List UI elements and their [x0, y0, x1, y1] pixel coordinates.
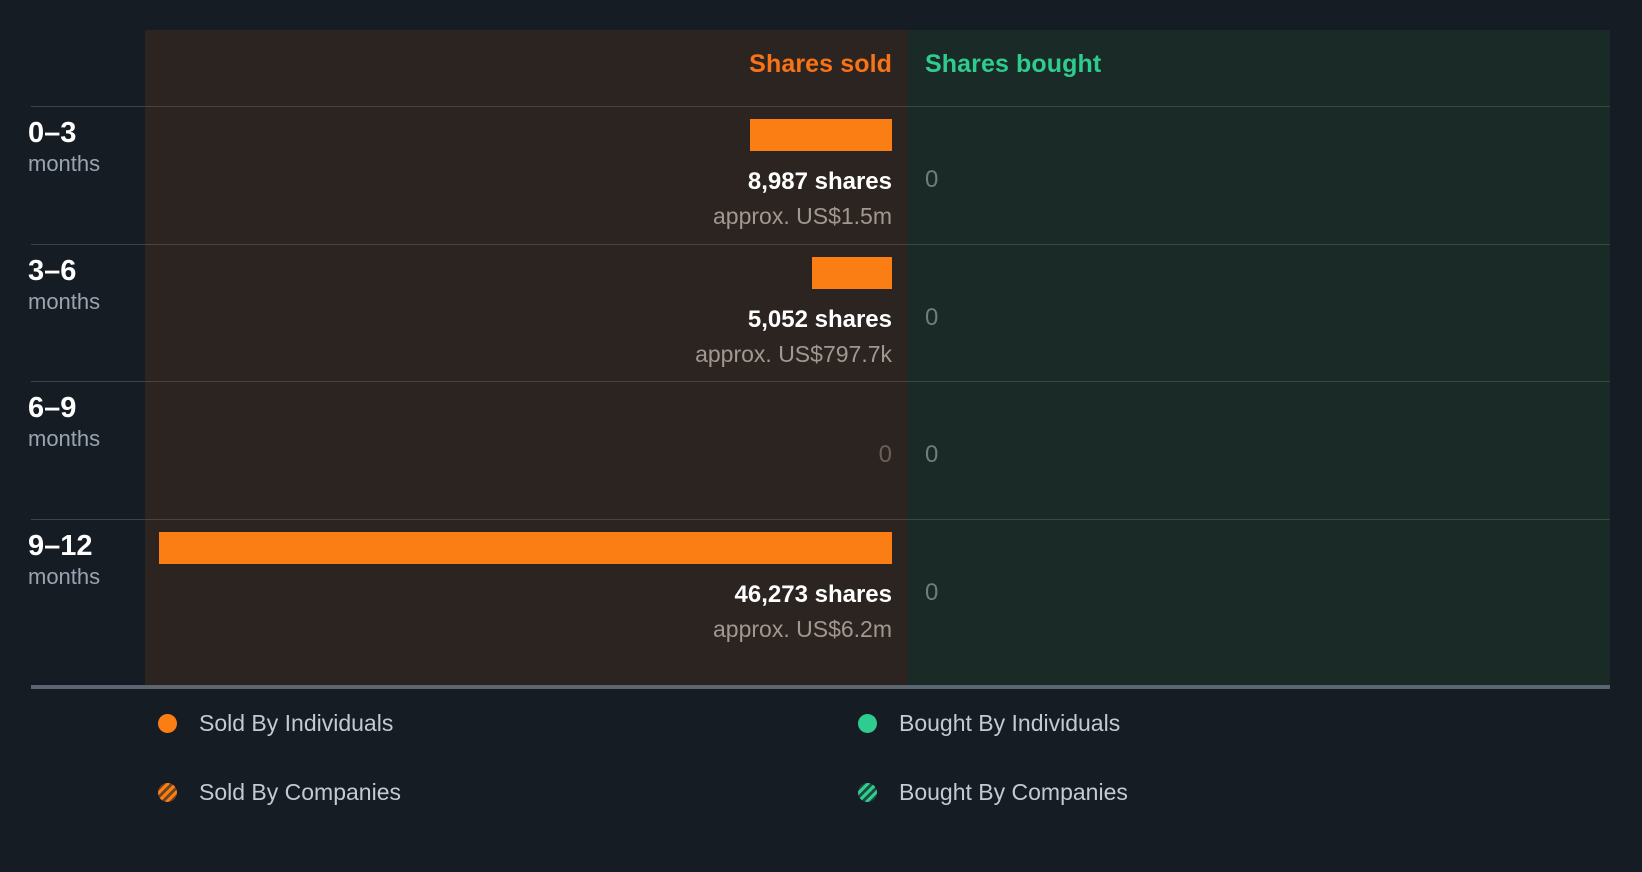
- legend-item-sold-by-individuals[interactable]: Sold By Individuals: [158, 710, 393, 737]
- legend-label: Sold By Individuals: [199, 710, 394, 736]
- row-label-1: 0–3 months: [28, 116, 100, 178]
- bar-shares-sold-2[interactable]: [812, 257, 892, 289]
- row-unit: months: [28, 289, 101, 314]
- row-separator-sold: [145, 106, 908, 107]
- value-shares-sold-3: 0: [878, 441, 892, 468]
- bar-shares-sold-1[interactable]: [750, 119, 892, 151]
- value-shares-bought-2: 0: [925, 304, 939, 331]
- row-unit: months: [28, 564, 101, 589]
- value-shares-sold-2: 5,052 shares: [747, 306, 892, 333]
- legend-label: Bought By Companies: [899, 779, 1128, 805]
- value-shares-bought-1: 0: [925, 166, 939, 193]
- circle-filled-icon: [158, 714, 177, 733]
- legend-item-bought-by-companies[interactable]: Bought By Companies: [858, 779, 1128, 806]
- circle-hatched-icon: [858, 783, 877, 802]
- column-header-shares-sold: Shares sold: [749, 50, 892, 78]
- row-period: 3–6: [28, 255, 77, 287]
- value-shares-sold-4: 46,273 shares: [734, 581, 892, 608]
- row-period: 9–12: [28, 530, 93, 562]
- value-approx-sold-1: approx. US$1.5m: [713, 203, 892, 229]
- legend-item-sold-by-companies[interactable]: Sold By Companies: [158, 779, 401, 806]
- row-separator-bought: [908, 381, 1610, 382]
- row-label-2: 3–6 months: [28, 254, 100, 316]
- row-separator-sold: [145, 244, 908, 245]
- column-header-shares-bought: Shares bought: [925, 50, 1102, 78]
- row-label-3: 6–9 months: [28, 391, 100, 453]
- row-separator-bought: [908, 244, 1610, 245]
- row-period: 6–9: [28, 392, 77, 424]
- value-shares-sold-1: 8,987 shares: [747, 168, 892, 195]
- row-unit: months: [28, 151, 101, 176]
- value-approx-sold-2: approx. US$797.7k: [695, 341, 892, 367]
- row-separator-sold: [145, 519, 908, 520]
- bar-shares-sold-4[interactable]: [159, 532, 892, 564]
- row-separator-sold: [145, 381, 908, 382]
- value-shares-bought-3: 0: [925, 441, 939, 468]
- row-separator-bought: [908, 519, 1610, 520]
- row-period: 0–3: [28, 117, 77, 149]
- row-separator-bought: [908, 106, 1610, 107]
- circle-filled-icon: [858, 714, 877, 733]
- axis-baseline: [31, 685, 1610, 689]
- legend-label: Sold By Companies: [199, 779, 401, 805]
- legend-item-bought-by-individuals[interactable]: Bought By Individuals: [858, 710, 1120, 737]
- shares-bought-panel: [908, 30, 1610, 686]
- value-shares-bought-4: 0: [925, 579, 939, 606]
- circle-hatched-icon: [158, 783, 177, 802]
- legend-label: Bought By Individuals: [899, 710, 1121, 736]
- value-approx-sold-4: approx. US$6.2m: [713, 616, 892, 642]
- row-unit: months: [28, 426, 101, 451]
- row-label-4: 9–12 months: [28, 529, 100, 591]
